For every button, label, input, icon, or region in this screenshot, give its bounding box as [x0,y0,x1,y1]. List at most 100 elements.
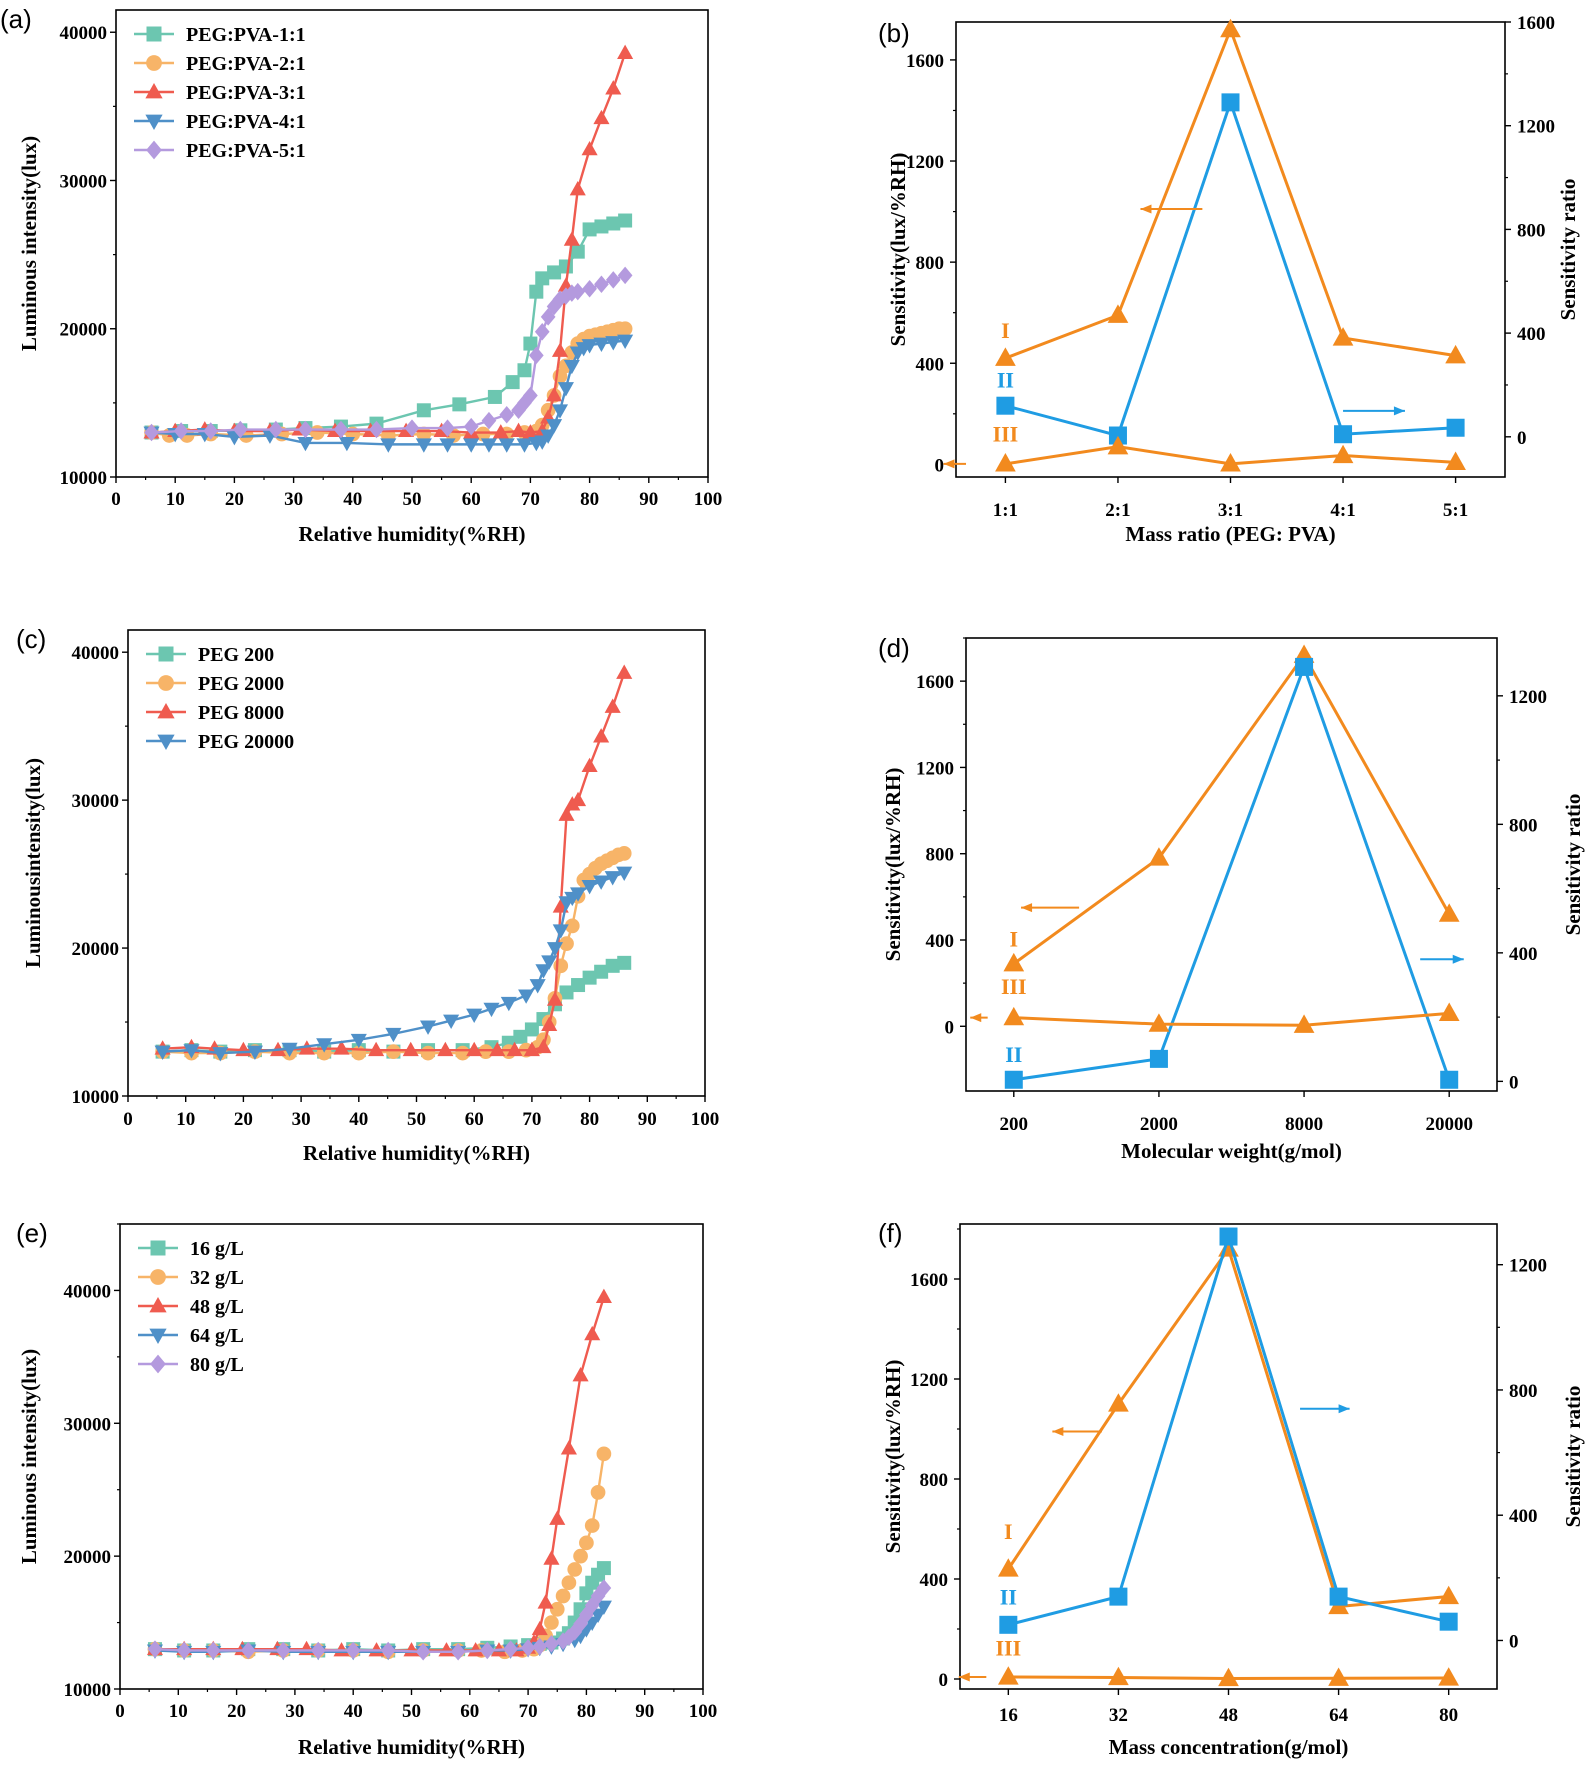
plot-area-frame [115,9,709,478]
legend-marker [158,646,174,662]
data-point [419,1020,437,1035]
x-tick-label: 40 [349,1109,368,1130]
y-tick-label: 400 [920,1570,949,1591]
data-point [605,336,622,351]
y-tick-label: 1200 [916,758,954,779]
data-point [350,1033,367,1049]
data-point [567,1623,583,1641]
data-point [439,438,456,453]
panel-a: 0 10 20 30 40 50 60 70 80 90 100 10000 20000 30000 400… [0,4,722,546]
data-point [517,394,532,412]
legend-entry: PEG 2000 [198,673,284,695]
x-tick-label: 100 [694,489,723,510]
x-tick-label: 32 [1109,1705,1128,1726]
legend-marker [146,26,162,42]
data-point [546,991,564,1006]
data-point [557,382,574,397]
data-point [569,180,586,196]
y2-axis-label: Sensitivity ratio [1561,794,1585,936]
data-point [452,397,467,412]
legend-marker [158,675,174,691]
legend-marker [149,1328,167,1344]
y2-tick-label: 1200 [1509,1256,1547,1277]
data-point [561,1628,577,1646]
data-point [415,1643,431,1661]
series-annotation: I [1010,926,1019,951]
data-point [1332,444,1354,464]
data-point [595,1600,612,1616]
data-point [594,275,609,294]
data-point [534,322,550,341]
data-point [540,429,557,444]
data-point [1108,426,1127,445]
x-axis-label: Mass concentration(g/mol) [1109,1735,1349,1759]
data-point [584,1518,600,1533]
data-point [310,1641,326,1660]
data-point [604,698,621,713]
data-point [541,1016,558,1031]
data-point [380,438,397,453]
panel-label: (d) [878,633,910,663]
y-tick-label: 30000 [60,171,108,192]
legend-marker [157,734,175,750]
panel-label: (b) [878,18,910,48]
data-point [590,1485,606,1500]
y2-axis-label: Sensitivity ratio [1561,1386,1585,1528]
data-point [546,387,563,402]
legend-entry: PEG:PVA-2:1 [186,53,306,75]
data-point [467,1642,484,1657]
data-point [268,420,284,439]
data-point [563,359,580,375]
data-point [579,1586,594,1601]
plot-area-frame [955,21,1506,478]
data-point [385,1027,402,1043]
data-point [584,1596,600,1615]
data-point [345,1641,361,1660]
data-point [570,791,587,807]
data-point [1445,451,1466,470]
y-tick-label: 40000 [72,643,120,664]
data-point [144,423,159,442]
data-point [605,271,621,289]
data-point [605,80,622,95]
x-tick-label: 30 [285,1701,304,1722]
x-tick-label: 40 [344,1701,363,1722]
data-point [173,422,189,440]
y2-tick-label: 0 [1517,428,1527,449]
data-point [570,244,585,259]
axis-arrow-head [1021,903,1033,913]
data-point [616,846,632,861]
data-point [617,266,633,285]
data-point [604,871,621,886]
plot-area-frame [127,629,706,1097]
panel-label: (c) [16,624,46,654]
x-tick-label: 50 [407,1109,426,1130]
data-point [481,411,497,430]
data-point [1218,1667,1239,1687]
data-point [1439,1612,1458,1631]
legend-entry: 32 g/L [190,1267,244,1289]
x-tick-label: 30 [284,489,303,510]
x-tick-label: 0 [123,1109,133,1130]
data-point [551,404,569,419]
legend-entry: PEG 200 [198,644,274,666]
data-point [540,308,556,326]
data-point [338,436,355,452]
data-point [605,958,620,973]
data-point [551,342,569,357]
x-tick-label: 20 [225,489,244,510]
x-tick-label: 4:1 [1330,500,1355,521]
x-tick-label: 20 [227,1701,246,1722]
x-tick-label: 90 [638,1109,657,1130]
x-tick-label: 60 [465,1109,484,1130]
data-point [593,109,610,125]
data-point [503,1640,518,1658]
legend-entry: PEG 8000 [198,702,284,724]
y2-tick-label: 400 [1517,324,1546,345]
data-point [524,1022,539,1037]
x-tick-label: 60 [462,489,481,510]
data-point [549,1510,566,1525]
data-point [416,403,431,418]
data-point [154,1045,171,1061]
legend-entry: 80 g/L [190,1354,244,1376]
